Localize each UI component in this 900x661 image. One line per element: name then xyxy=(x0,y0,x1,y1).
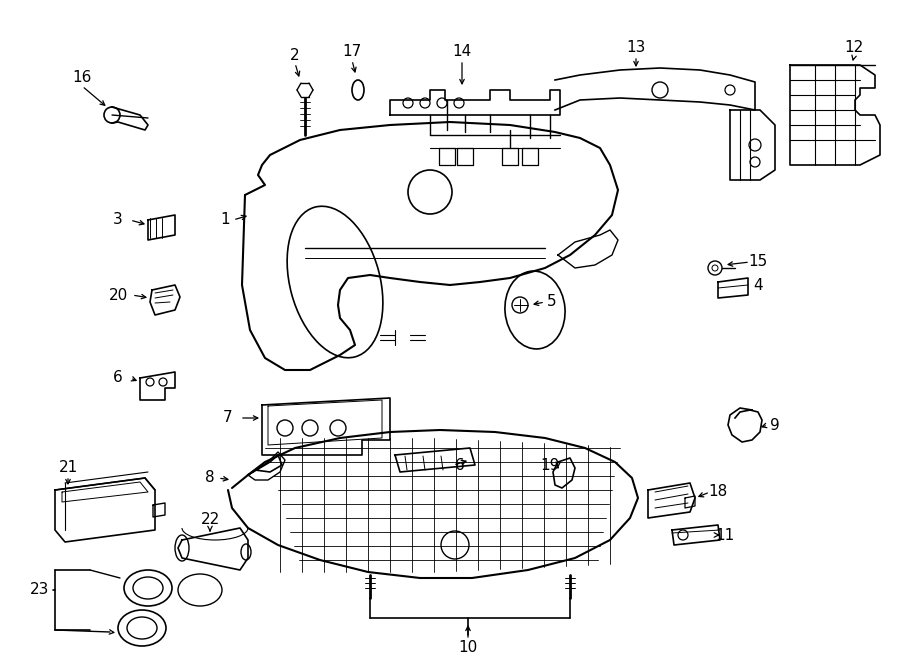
Text: 21: 21 xyxy=(58,461,77,475)
Text: 8: 8 xyxy=(205,471,215,485)
Text: 20: 20 xyxy=(108,288,128,303)
Text: 17: 17 xyxy=(342,44,362,59)
Text: 14: 14 xyxy=(453,44,472,59)
Text: 12: 12 xyxy=(844,40,864,56)
Text: 4: 4 xyxy=(753,278,763,293)
Text: 10: 10 xyxy=(458,641,478,656)
Text: 7: 7 xyxy=(223,410,233,426)
Text: 22: 22 xyxy=(201,512,220,527)
Text: 6: 6 xyxy=(113,371,123,385)
Text: 16: 16 xyxy=(72,71,92,85)
Text: 9: 9 xyxy=(770,418,780,432)
Text: 23: 23 xyxy=(31,582,50,598)
Text: 3: 3 xyxy=(113,212,123,227)
Text: 19: 19 xyxy=(540,457,560,473)
Text: 13: 13 xyxy=(626,40,645,56)
Text: 5: 5 xyxy=(547,295,557,309)
Text: 18: 18 xyxy=(708,485,727,500)
Text: 11: 11 xyxy=(716,527,734,543)
Text: 6: 6 xyxy=(455,457,465,473)
Text: 2: 2 xyxy=(290,48,300,63)
Text: 15: 15 xyxy=(749,254,768,270)
Text: 1: 1 xyxy=(220,212,230,227)
